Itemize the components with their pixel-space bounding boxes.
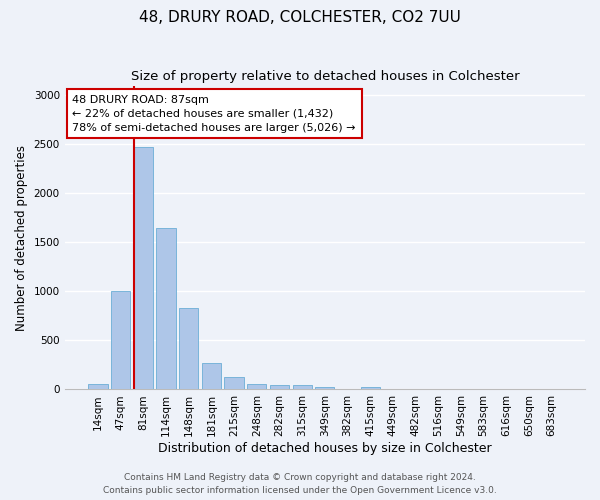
Bar [224, 376, 244, 390]
Bar [157, 228, 176, 390]
X-axis label: Distribution of detached houses by size in Colchester: Distribution of detached houses by size … [158, 442, 491, 455]
Text: 48, DRURY ROAD, COLCHESTER, CO2 7UU: 48, DRURY ROAD, COLCHESTER, CO2 7UU [139, 10, 461, 25]
Bar [179, 308, 199, 390]
Bar [88, 384, 107, 390]
Y-axis label: Number of detached properties: Number of detached properties [15, 144, 28, 330]
Bar [134, 148, 153, 390]
Bar [247, 384, 266, 390]
Bar [293, 385, 312, 390]
Text: 48 DRURY ROAD: 87sqm
← 22% of detached houses are smaller (1,432)
78% of semi-de: 48 DRURY ROAD: 87sqm ← 22% of detached h… [73, 94, 356, 132]
Text: Contains HM Land Registry data © Crown copyright and database right 2024.
Contai: Contains HM Land Registry data © Crown c… [103, 473, 497, 495]
Bar [111, 292, 130, 390]
Bar [270, 385, 289, 390]
Bar [202, 363, 221, 390]
Bar [315, 386, 334, 390]
Title: Size of property relative to detached houses in Colchester: Size of property relative to detached ho… [131, 70, 519, 83]
Bar [361, 387, 380, 390]
